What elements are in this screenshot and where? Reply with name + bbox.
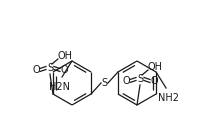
Text: NH2: NH2	[158, 93, 178, 103]
Text: S: S	[137, 74, 143, 84]
Text: O: O	[60, 65, 68, 75]
Text: O: O	[150, 76, 158, 86]
Text: O: O	[32, 65, 40, 75]
Text: OH: OH	[58, 51, 73, 61]
Text: H2N: H2N	[50, 82, 70, 92]
Text: OH: OH	[148, 62, 163, 72]
Text: S: S	[101, 78, 108, 88]
Text: O: O	[122, 76, 130, 86]
Text: S: S	[47, 63, 53, 73]
